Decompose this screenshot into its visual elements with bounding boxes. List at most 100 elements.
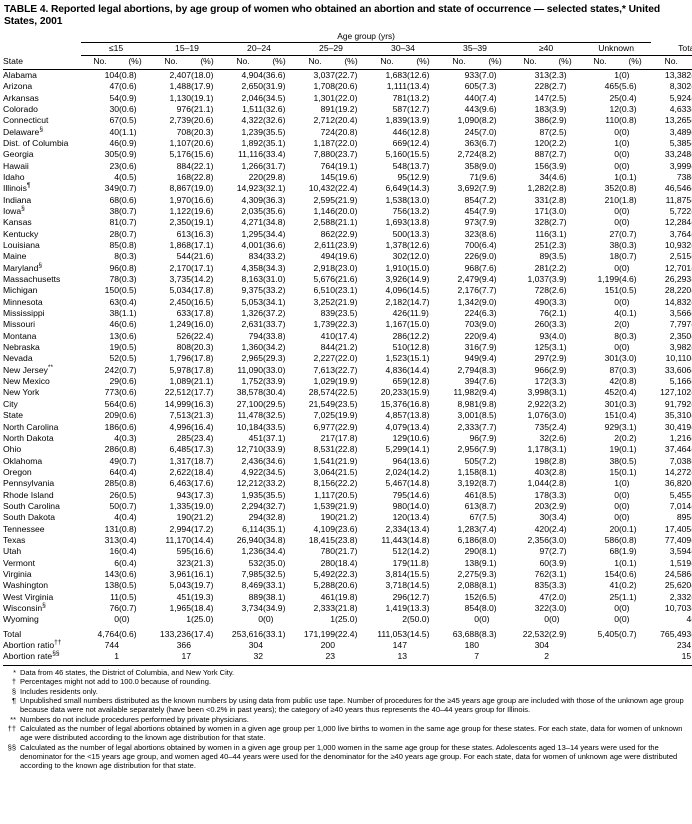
cell-percent: (2.6) xyxy=(549,432,567,443)
cell-count: 13 xyxy=(109,330,119,341)
footnote-row: § Includes residents only. xyxy=(3,687,689,696)
group-label-row: ≤15 15–19 20–24 25–29 30–34 35–39 ≥40 Un… xyxy=(3,43,692,55)
cell-count: 1,216 xyxy=(669,432,692,443)
cell-count: 156 xyxy=(534,160,549,171)
cell-percent: (0.2) xyxy=(619,580,637,591)
table-row: South Dakota 4 (0.4) 190 (21.2) 294 (32.8) 190(… xyxy=(3,512,692,523)
cell-count: 2,918 xyxy=(313,262,335,273)
cell-percent: (14.4) xyxy=(191,534,214,545)
cell-percent: (34.4) xyxy=(263,228,286,239)
group-header-total: Total xyxy=(678,43,692,54)
cell-count: 2,227 xyxy=(313,353,335,364)
cell-percent: (8.0) xyxy=(479,603,497,613)
cell-percent: (37.1) xyxy=(263,432,286,443)
cell-percent: (0.8) xyxy=(119,262,137,273)
footnote-mark: †† xyxy=(7,724,16,734)
cell-count: 85 xyxy=(109,240,119,250)
cell-count: 700 xyxy=(464,240,479,250)
cell-count: 461 xyxy=(464,489,479,500)
cell-percent: (16.5) xyxy=(191,296,214,307)
cell-count: 331 xyxy=(534,194,549,205)
cell-count: 3,064 xyxy=(313,466,335,477)
cell-percent: (0.1) xyxy=(619,466,637,477)
cell-percent: (14.4) xyxy=(407,364,430,375)
cell-count: 1,107 xyxy=(169,137,191,148)
cell-percent xyxy=(549,640,581,651)
table-row: Washington 138 (0.5) 5,043 (19.7) 8,469 (33.1)… xyxy=(3,580,692,591)
cell-count: 4,764 xyxy=(97,628,119,639)
cell-percent: (9.6) xyxy=(479,171,497,182)
cell-percent: (3.3) xyxy=(549,296,567,307)
cell-percent: (0) xyxy=(549,614,560,625)
cell-percent: (14.2) xyxy=(407,546,430,557)
cell-count: 762 xyxy=(534,568,549,579)
cell-percent: (0.4) xyxy=(619,410,637,421)
cell-percent: (18.4) xyxy=(335,557,358,568)
cell-count: 323 xyxy=(464,228,479,239)
cell-count: 11,875 xyxy=(665,194,692,205)
cell-percent: (33.0) xyxy=(263,364,286,375)
cell-count: 294 xyxy=(248,512,263,523)
cell-count: 659 xyxy=(392,376,407,387)
cell-count: 40 xyxy=(109,126,119,137)
cell-percent: (20.8) xyxy=(335,126,358,137)
cell-count: 234 xyxy=(676,640,692,651)
cell-count: 209 xyxy=(104,410,119,421)
cell-count: 586 xyxy=(604,534,619,545)
cell-count: 3,489 xyxy=(669,126,692,137)
cell-count: 1,708 xyxy=(313,81,335,92)
cell-count: 313 xyxy=(104,534,119,545)
age-group-rule xyxy=(81,42,652,43)
cell-percent: (3.1) xyxy=(619,421,637,432)
cell-count: 2,170 xyxy=(169,262,191,273)
cell-percent: (32.6) xyxy=(263,103,286,114)
cell-count: 7,797 xyxy=(669,319,692,330)
cell-count: 12,710 xyxy=(236,444,263,455)
cell-percent: (2.7) xyxy=(549,149,567,160)
cell-count: 3,001 xyxy=(457,410,479,421)
cell-percent: (8.1) xyxy=(479,580,497,591)
cell-percent: (0.4) xyxy=(619,387,637,398)
cell-percent: (29.5) xyxy=(263,398,286,409)
row-state-label: Montana xyxy=(3,330,37,341)
cell-count: 366 xyxy=(176,640,191,651)
cell-count: 7 xyxy=(474,651,479,662)
cell-percent: (3.3) xyxy=(549,489,567,500)
table-row: Hawaii 23 (0.6) 884 (22.1) 1,266 (31.7) 764 (19.… xyxy=(3,161,692,172)
cell-count: 0 xyxy=(114,614,119,625)
cell-percent: (0) xyxy=(619,489,630,500)
cell-percent: (8.2) xyxy=(479,115,497,126)
cell-percent: (0.5) xyxy=(119,115,137,126)
cell-count: 1,342 xyxy=(457,296,479,307)
cell-percent: (19.0) xyxy=(191,500,214,511)
cell-count: 1,266 xyxy=(241,160,263,171)
cell-count: 14,272 xyxy=(664,466,692,477)
cell-percent: (16.1) xyxy=(191,568,214,579)
table-row: Kentucky 28 (0.7) 613 (16.3) 1,295 (34.4) 862 (2… xyxy=(3,229,692,240)
cell-count: 363 xyxy=(464,137,479,148)
row-state-label: Minnesota xyxy=(3,296,43,307)
cell-percent xyxy=(619,640,651,651)
cell-count: 10,703 xyxy=(664,603,692,613)
cell-percent: (0.5) xyxy=(119,342,137,353)
group-rule-4 xyxy=(367,54,439,56)
cell-count: 352 xyxy=(604,183,619,194)
table-row: Tennessee 131 (0.8) 2,994 (17.2) 6,114 (35.1) 4… xyxy=(3,524,692,535)
column-header-pct-0: (%) xyxy=(128,55,142,66)
cell-percent: (0.8) xyxy=(619,183,637,194)
cell-count: 1,965 xyxy=(169,603,191,613)
cell-count: 2,088 xyxy=(457,580,479,591)
cell-percent: (15.5) xyxy=(407,568,430,579)
cell-percent: (31.9) xyxy=(263,81,286,92)
cell-count: 2,965 xyxy=(241,353,263,364)
cell-count: 151 xyxy=(604,410,619,421)
cell-percent: (12.6) xyxy=(407,240,430,250)
cell-count: 6,649 xyxy=(385,183,407,194)
cell-count: 4,857 xyxy=(385,410,407,421)
cell-percent: (16.6) xyxy=(191,194,214,205)
cell-percent xyxy=(619,651,651,662)
cell-count: 32 xyxy=(253,651,263,662)
cell-count: 451 xyxy=(176,591,191,602)
row-state-label: Indiana xyxy=(3,194,32,205)
cell-percent: (0) xyxy=(619,69,630,80)
